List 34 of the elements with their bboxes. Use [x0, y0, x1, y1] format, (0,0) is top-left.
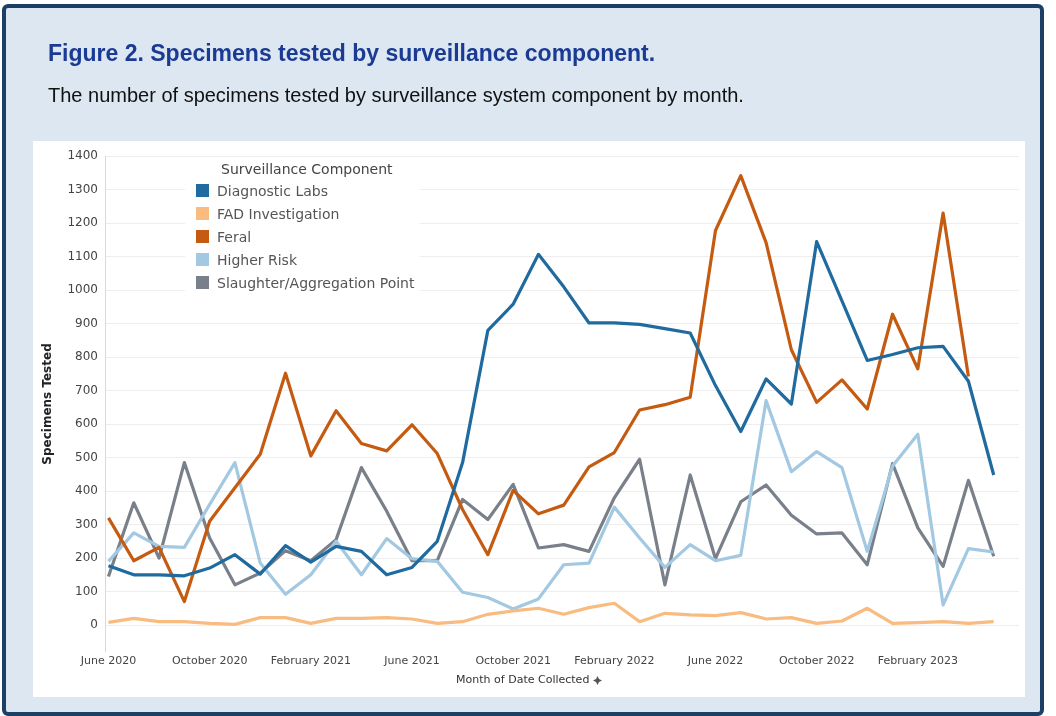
y-tick-label: 900 — [75, 315, 98, 330]
x-tick-label: February 2023 — [877, 654, 958, 668]
y-tick-label: 200 — [75, 550, 98, 565]
y-tick-label: 1000 — [67, 282, 98, 297]
x-axis-title: Month of Date Collected — [456, 673, 590, 686]
y-tick-label: 100 — [75, 583, 98, 598]
chart-title: Figure 2. Specimens tested by surveillance component. — [48, 40, 656, 67]
x-tick-label: February 2021 — [270, 654, 351, 668]
x-tick-label: October 2022 — [778, 654, 855, 668]
y-tick-label: 1300 — [67, 181, 98, 196]
y-tick-label: 400 — [75, 483, 98, 498]
legend-title: Surveillance Component — [220, 161, 394, 177]
y-tick-label: 600 — [75, 416, 98, 431]
legend-label: Slaughter/Aggregation Point — [217, 274, 415, 291]
x-tick-label: June 2020 — [79, 654, 137, 668]
x-tick-label: February 2022 — [574, 654, 655, 668]
legend-label: Higher Risk — [217, 251, 298, 268]
y-tick-label: 500 — [75, 449, 98, 464]
legend-label: Diagnostic Labs — [217, 182, 328, 199]
y-tick-label: 1200 — [67, 215, 98, 230]
y-tick-label: 1400 — [67, 148, 98, 163]
x-tick-label: June 2021 — [383, 654, 440, 668]
x-tick-label: June 2022 — [686, 654, 744, 668]
y-tick-label: 800 — [75, 349, 98, 364]
x-tick-label: October 2021 — [475, 654, 551, 668]
x-tick-label: October 2020 — [171, 654, 248, 668]
chart-subtitle: The number of specimens tested by surveillance system component by month. — [48, 84, 744, 107]
legend-label: Feral — [217, 228, 252, 245]
legend-label: FAD Investigation — [217, 205, 340, 222]
y-tick-label: 300 — [75, 516, 98, 531]
y-axis-title: Specimens Tested — [40, 343, 55, 465]
y-tick-label: 1100 — [67, 248, 98, 263]
y-tick-label: 0 — [90, 617, 98, 632]
y-tick-label: 700 — [75, 382, 98, 397]
